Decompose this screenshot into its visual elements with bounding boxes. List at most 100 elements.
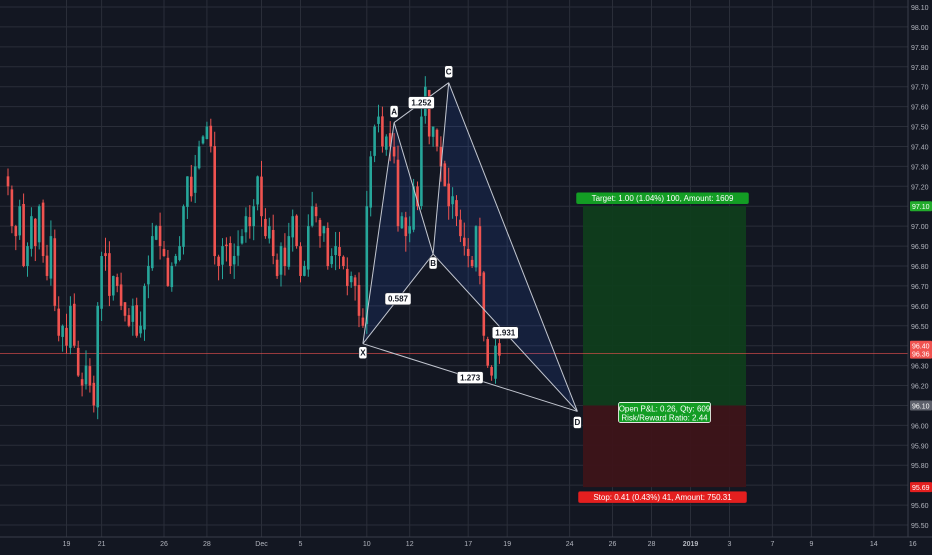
- candle-body: [482, 272, 486, 336]
- price-tag-text: 96.36: [912, 352, 930, 359]
- x-tick-label: 24: [566, 541, 574, 548]
- pattern-point-b-text: B: [430, 259, 436, 268]
- candle-body: [158, 225, 162, 247]
- candle-body: [439, 146, 443, 167]
- price-tag: 96.10: [910, 400, 932, 411]
- candle-body: [416, 186, 419, 207]
- stop-label[interactable]: Stop: 0.41 (0.43%) 41, Amount: 750.31: [577, 490, 748, 504]
- candle-body: [37, 206, 41, 243]
- x-tick-label: 17: [464, 541, 472, 548]
- candle-body: [459, 219, 462, 237]
- candle-body: [201, 136, 205, 144]
- candle-body: [49, 236, 53, 279]
- y-tick-label: 96.20: [911, 384, 929, 391]
- candle-body: [388, 133, 392, 147]
- candle-body: [14, 226, 18, 237]
- candle-body: [217, 256, 220, 266]
- candle-body: [264, 218, 267, 237]
- price-tag-bg: [910, 340, 932, 351]
- candle-body: [190, 176, 193, 197]
- candle-body: [474, 226, 478, 268]
- x-tick-label: Dec: [255, 541, 268, 548]
- candle-body: [470, 259, 474, 266]
- pattern-line-ab: [393, 122, 434, 255]
- candle-body: [373, 126, 376, 156]
- candle-body: [170, 266, 174, 288]
- candle-body: [225, 244, 228, 247]
- candle-body: [73, 303, 76, 346]
- price-axis[interactable]: [908, 0, 932, 550]
- x-tick-label: 3: [728, 541, 732, 548]
- pattern-ratio-label: 1.273: [456, 371, 484, 384]
- candle-body: [447, 183, 450, 207]
- target-zone: [583, 206, 746, 406]
- candle-body: [420, 116, 423, 207]
- candle-body: [466, 248, 470, 257]
- candle-body: [10, 189, 14, 227]
- candle-body: [361, 317, 365, 326]
- candle-body: [307, 226, 310, 270]
- candle-body: [478, 226, 482, 276]
- candle-body: [396, 159, 400, 227]
- stop-label-bg: [577, 490, 748, 504]
- candle-body: [22, 203, 25, 266]
- candle-body: [322, 226, 326, 234]
- candle-body: [381, 116, 384, 147]
- x-tick-label: 28: [648, 541, 656, 548]
- candle-body: [326, 227, 330, 266]
- candle-body: [314, 206, 318, 217]
- price-tag: 95.69: [910, 482, 932, 493]
- y-tick-label: 97.40: [911, 144, 929, 151]
- target-label[interactable]: Target: 1.00 (1.04%) 100, Amount: 1609: [575, 191, 750, 205]
- candle-body: [498, 343, 501, 356]
- candle-body: [494, 345, 497, 379]
- candle-body: [209, 125, 213, 147]
- candle-body: [463, 237, 466, 247]
- candle-body: [76, 347, 80, 376]
- risk-reward-text: Risk/Reward Ratio: 2.44: [621, 413, 708, 422]
- pattern-point-x: X: [358, 346, 368, 359]
- candle-body: [84, 365, 88, 385]
- candle-body: [123, 302, 127, 316]
- candle-body: [18, 206, 21, 236]
- candle-body: [299, 246, 302, 276]
- y-tick-label: 98.00: [911, 25, 929, 32]
- candle-body: [260, 176, 263, 217]
- candle-body: [240, 236, 244, 244]
- pattern-triangle-xab: [362, 122, 434, 344]
- candle-body: [392, 146, 396, 157]
- x-tick-label: 16: [909, 541, 917, 548]
- y-tick-label: 96.80: [911, 264, 929, 271]
- pattern-point-a-text: A: [391, 107, 397, 116]
- pattern-point-b-bg: [428, 256, 438, 270]
- candle-body: [279, 246, 283, 275]
- price-tag-bg: [910, 400, 932, 411]
- pattern-point-a-bg: [389, 105, 399, 118]
- pattern-line-bc: [432, 82, 450, 255]
- candle-body: [256, 176, 259, 205]
- pattern-ratio-label-text: 1.931: [495, 329, 516, 338]
- y-tick-label: 97.50: [911, 125, 929, 132]
- candle-body: [143, 285, 146, 330]
- candle-body: [357, 284, 361, 316]
- candle-body: [408, 226, 411, 234]
- pattern-ratio-label: 1.931: [492, 326, 519, 339]
- candle-body: [193, 166, 197, 193]
- candle-body: [115, 277, 119, 286]
- candle-body: [271, 229, 275, 257]
- candle-body: [30, 216, 33, 249]
- candle-body: [287, 236, 291, 267]
- price-tag-text: 97.10: [912, 204, 930, 211]
- pattern-point-b: B: [428, 256, 438, 270]
- pattern-point-d: D: [573, 416, 582, 429]
- candle-body: [34, 218, 37, 247]
- candle-body: [353, 277, 357, 286]
- pattern-point-x-text: X: [360, 349, 366, 358]
- candle-body: [268, 226, 271, 239]
- candle-body: [119, 284, 123, 306]
- time-axis[interactable]: [0, 537, 932, 550]
